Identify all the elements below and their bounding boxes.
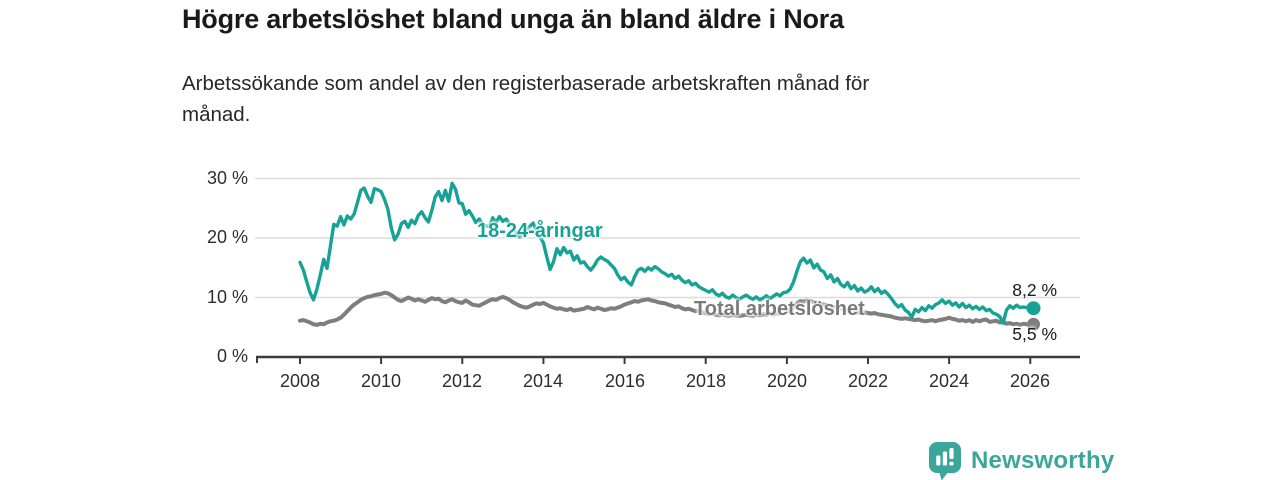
newsworthy-logo: Newsworthy <box>928 441 1114 480</box>
x-tick-2012: 2012 <box>441 371 483 391</box>
x-tick-2026: 2026 <box>1009 371 1051 391</box>
line-young <box>298 181 1036 325</box>
end-dot-young <box>1026 301 1041 316</box>
x-tick-2018: 2018 <box>685 371 727 391</box>
y-tick-20: 20 % <box>206 227 248 247</box>
x-tick-2024: 2024 <box>928 371 970 391</box>
end-value-total: 5,5 % <box>1012 324 1057 344</box>
subtitle-line-1: Arbetssökande som andel av den registerb… <box>182 72 870 95</box>
x-tick-2014: 2014 <box>522 371 564 391</box>
x-tick-2022: 2022 <box>847 371 889 391</box>
page-title: Högre arbetslöshet bland unga än bland ä… <box>182 4 844 34</box>
brand-name: Newsworthy <box>971 447 1115 474</box>
x-tick-2008: 2008 <box>279 371 321 391</box>
x-tick-2020: 2020 <box>766 371 808 391</box>
x-tick-2016: 2016 <box>604 371 646 391</box>
x-axis-ticks <box>256 357 1032 364</box>
chart-subtitle: Arbetssökande som andel av den registerb… <box>182 68 869 130</box>
subtitle-line-2: månad. <box>182 103 251 126</box>
y-tick-10: 10 % <box>206 287 248 307</box>
series-label-total: Total arbetslöshet <box>694 298 865 320</box>
line-total <box>298 290 1036 327</box>
series-label-young: 18-24-åringar <box>477 220 603 242</box>
newsworthy-logo-icon <box>929 442 961 480</box>
y-tick-0: 0 % <box>216 346 248 366</box>
y-tick-30: 30 % <box>206 168 248 188</box>
end-dot-total <box>1027 317 1040 331</box>
x-tick-2010: 2010 <box>360 371 402 391</box>
end-value-young: 8,2 % <box>1012 280 1057 300</box>
